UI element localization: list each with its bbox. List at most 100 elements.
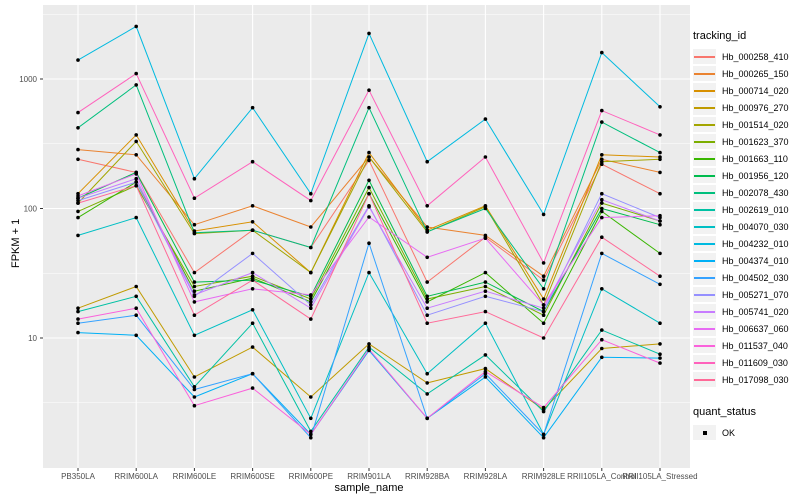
legend-key: [693, 100, 716, 115]
data-point: [658, 321, 662, 326]
data-point: [541, 306, 546, 311]
legend-color-line-icon: [694, 293, 715, 296]
data-point: [541, 212, 546, 217]
data-point: [600, 201, 604, 205]
data-point: [483, 236, 488, 240]
data-point: [134, 153, 138, 157]
data-point: [134, 71, 138, 76]
x-tick-label: PB350LA: [61, 472, 95, 481]
data-point: [250, 308, 255, 312]
data-point: [192, 385, 197, 389]
x-tick-label: RRII105LA_Control: [567, 472, 637, 481]
data-point: [600, 235, 604, 239]
data-point: [309, 395, 313, 399]
data-point: [600, 355, 604, 360]
data-point: [367, 105, 371, 110]
data-point: [658, 356, 662, 360]
x-axis-title: sample_name: [334, 482, 404, 494]
quant-ok-marker-key: [693, 425, 716, 440]
data-point: [483, 155, 488, 159]
data-point: [658, 133, 662, 137]
legend-color-line-icon: [694, 259, 715, 262]
legend-key: [693, 287, 716, 302]
data-point: [134, 83, 138, 87]
legend-label: Hb_011537_040: [722, 340, 788, 351]
data-point: [367, 342, 371, 346]
data-point: [250, 287, 255, 291]
data-point: [309, 432, 313, 437]
legend-label: Hb_004232_010: [722, 238, 789, 249]
data-point: [134, 215, 138, 220]
data-point: [192, 293, 197, 297]
data-point: [483, 233, 488, 238]
legend-color-line-icon: [694, 140, 715, 143]
data-point: [367, 215, 371, 219]
data-point: [600, 206, 604, 211]
data-point: [600, 197, 604, 202]
data-point: [309, 435, 313, 440]
legend-label: Hb_001623_370: [722, 136, 789, 147]
data-point: [76, 215, 80, 220]
data-point: [250, 386, 255, 390]
data-point: [541, 336, 546, 340]
legend-color-line-icon: [694, 242, 715, 245]
data-point: [658, 105, 662, 109]
x-tick-label: RRIM928LE: [522, 472, 566, 481]
legend-item-Hb_006637_060: Hb_006637_060: [693, 320, 799, 337]
data-point: [192, 333, 197, 338]
x-tick-label: RRIM600PE: [289, 472, 333, 481]
data-point: [541, 297, 546, 301]
data-point: [541, 321, 546, 326]
legend-color-line-icon: [694, 123, 715, 126]
data-point: [600, 337, 604, 342]
legend-label: Hb_005271_070: [722, 289, 789, 300]
data-point: [192, 176, 197, 181]
legend-key: [693, 355, 716, 370]
data-point: [541, 309, 546, 314]
legend-color-line-icon: [694, 378, 715, 381]
data-point: [134, 284, 138, 289]
data-point: [600, 108, 604, 113]
legend-color-line-icon: [694, 276, 715, 279]
x-tick-label: RRIM600SE: [230, 472, 274, 481]
legend-color-line-icon: [694, 310, 715, 313]
x-tick-label: RRIM901LA: [347, 472, 391, 481]
data-point: [309, 429, 313, 434]
data-point: [309, 270, 313, 275]
data-point: [600, 346, 604, 351]
legend-item-Hb_005741_020: Hb_005741_020: [693, 303, 799, 320]
data-point: [76, 194, 80, 198]
data-point: [250, 204, 255, 208]
data-point: [309, 306, 313, 311]
quant-ok-label: OK: [722, 427, 736, 438]
data-point: [425, 416, 430, 421]
data-point: [192, 300, 197, 304]
data-point: [309, 198, 313, 203]
data-point: [367, 155, 371, 159]
legend-item-Hb_011537_040: Hb_011537_040: [693, 337, 799, 354]
x-tick-label: RRIM600LE: [173, 472, 217, 481]
data-point: [250, 270, 255, 275]
data-point: [600, 209, 604, 214]
y-tick-label: 10: [28, 334, 37, 343]
legend-item-Hb_011609_030: Hb_011609_030: [693, 354, 799, 371]
data-point: [367, 158, 371, 163]
data-point: [192, 313, 197, 318]
data-point: [658, 222, 662, 227]
legend-label: Hb_006637_060: [722, 323, 789, 334]
y-tick-label: 1000: [19, 75, 37, 84]
legend-color-line-icon: [694, 72, 715, 75]
data-point: [367, 31, 371, 36]
data-point: [425, 381, 430, 385]
data-point: [367, 150, 371, 155]
legend-key: [693, 338, 716, 353]
legend-item-Hb_001956_120: Hb_001956_120: [693, 167, 799, 184]
data-point: [76, 157, 80, 162]
data-point: [134, 313, 138, 318]
data-point: [541, 405, 546, 410]
data-point: [134, 306, 138, 311]
legend-color-line-icon: [694, 225, 715, 228]
data-point: [425, 297, 430, 301]
